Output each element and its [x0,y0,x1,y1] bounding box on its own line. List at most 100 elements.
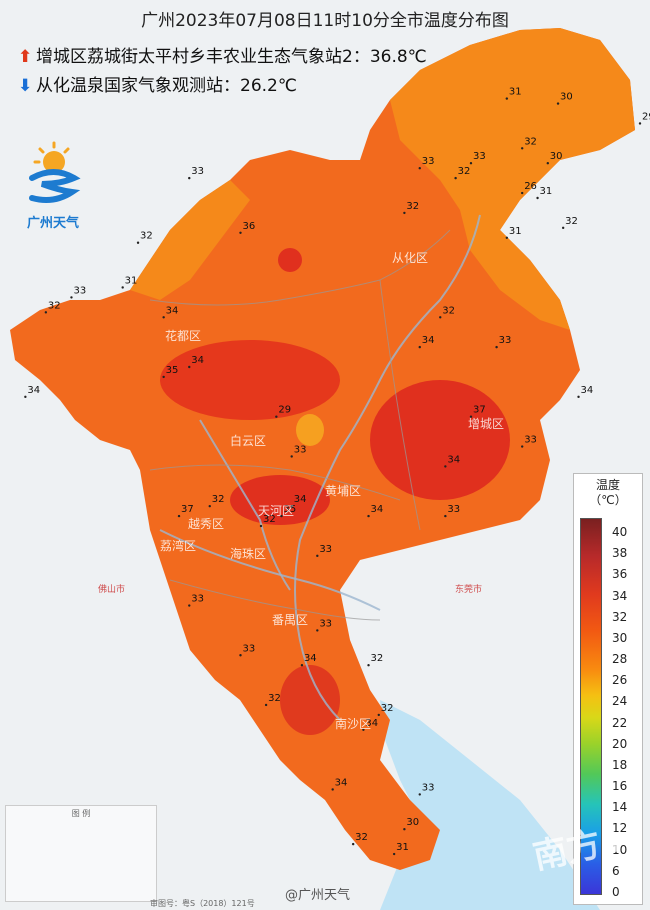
reading-value: 34 [447,454,460,465]
station-dot [351,842,355,846]
station-reading: 32 [377,703,394,717]
reading-value: 33 [499,335,512,346]
station-dot [136,241,140,244]
reading-value: 31 [540,186,553,197]
legend-tick: 12 [612,821,628,836]
station-reading: 34 [418,335,434,349]
station-dot [418,793,421,796]
station-reading: 32 [136,231,153,244]
legend-tick: 16 [612,779,628,794]
reading-value: 32 [458,166,471,177]
reading-value: 34 [166,305,179,316]
legend-tick: 0 [612,885,620,899]
station-dot [331,788,334,791]
station-dot [444,465,447,468]
reading-value: 32 [268,693,281,704]
temperature-legend: 温度 （℃） 40 38 36 34 32 30 28 26 24 22 20 18 16 14 12 10 6 0 [573,473,643,905]
district-label: 越秀区 [188,517,224,531]
station-reading: 33 [290,444,307,458]
station-dot [439,316,442,319]
station-reading: 30 [556,92,573,105]
station-reading: 33 [520,435,537,448]
reading-value: 34 [27,385,40,396]
station-reading: 33 [418,782,434,796]
reading-value: 33 [294,444,307,455]
station-reading: 29 [275,405,291,418]
legend-tick: 30 [612,630,628,645]
logo-text: 广州天气 [26,216,79,231]
station-dot [280,514,283,518]
station-dot [316,629,319,632]
max-temperature-station: ⬆ 增城区荔城街太平村乡丰农业生态气象站2：36.8℃ [18,47,427,67]
station-reading: 32 [520,136,537,150]
reading-value: 34 [191,355,204,366]
map-approval-note: 审图号：粤S（2018）121号 [150,899,255,908]
reading-value: 34 [371,504,384,515]
legend-title-line1: 温度 [595,478,620,492]
reading-value: 32 [355,832,368,843]
station-reading: 34 [300,653,317,667]
reading-value: 30 [550,151,563,162]
city-label: 东莞市 [455,583,482,595]
reading-value: 32 [140,231,153,242]
district-label: 黄埔区 [325,484,361,498]
station-dot [454,176,457,180]
min-temperature-station: ⬇ 从化温泉国家气象观测站：26.2℃ [18,76,297,96]
station-reading: 31 [505,87,522,100]
station-dot [536,196,539,200]
district-label: 天河区 [258,504,294,518]
min-station-value: 26.2℃ [240,76,297,96]
station-reading: 34 [367,504,384,518]
station-dot [316,554,319,558]
station-dot [290,504,293,508]
station-dot [392,852,396,856]
station-dot [162,316,165,319]
reading-value: 32 [371,653,384,664]
station-dot [638,122,642,125]
legend-tick: 18 [612,757,628,772]
station-dot [162,375,165,379]
legend-tick: 32 [612,609,628,624]
station-dot [239,231,242,235]
district-label: 白云区 [230,433,266,448]
map-symbol-legend: 图 例 [5,805,157,902]
west-warm-zone [130,180,250,300]
map-title: 广州2023年07月08日11时10分全市温度分布图 [141,11,509,31]
station-dot [403,211,406,215]
station-reading: 32 [454,166,471,180]
station-dot [362,728,365,732]
station-dot [444,514,447,518]
district-label: 增城区 [468,417,504,431]
credit-text: @广州天气 [285,888,351,903]
reading-value: 32 [406,201,419,212]
reading-value: 33 [191,166,204,177]
legend-tick: 34 [612,588,628,603]
reading-value: 34 [304,653,317,664]
station-dot [44,311,48,314]
station-reading: 36 [239,221,255,235]
reading-value: 32 [263,514,276,525]
estuary-water [380,700,600,910]
station-dot [188,604,191,607]
reading-value: 29 [642,111,650,122]
reading-value: 32 [381,703,394,714]
station-reading: 32 [264,693,281,707]
city-label: 佛山市 [98,583,125,595]
district-label: 从化区 [392,251,428,265]
station-dot [556,102,560,105]
reading-value: 32 [524,136,537,147]
legend-tick: 38 [612,546,628,561]
station-dot [469,415,473,418]
reading-value: 31 [509,226,522,237]
reading-value: 33 [422,156,435,167]
legend-color-bar [580,518,602,895]
reading-value: 33 [319,618,332,629]
station-dot [275,415,278,418]
reading-value: 37 [473,405,486,416]
station-reading: 32 [561,216,578,230]
station-reading: 32 [44,300,61,314]
legend-tick: 26 [612,673,628,688]
station-reading: 31 [505,226,522,239]
station-reading: 31 [392,842,409,856]
reading-value: 32 [212,494,225,505]
